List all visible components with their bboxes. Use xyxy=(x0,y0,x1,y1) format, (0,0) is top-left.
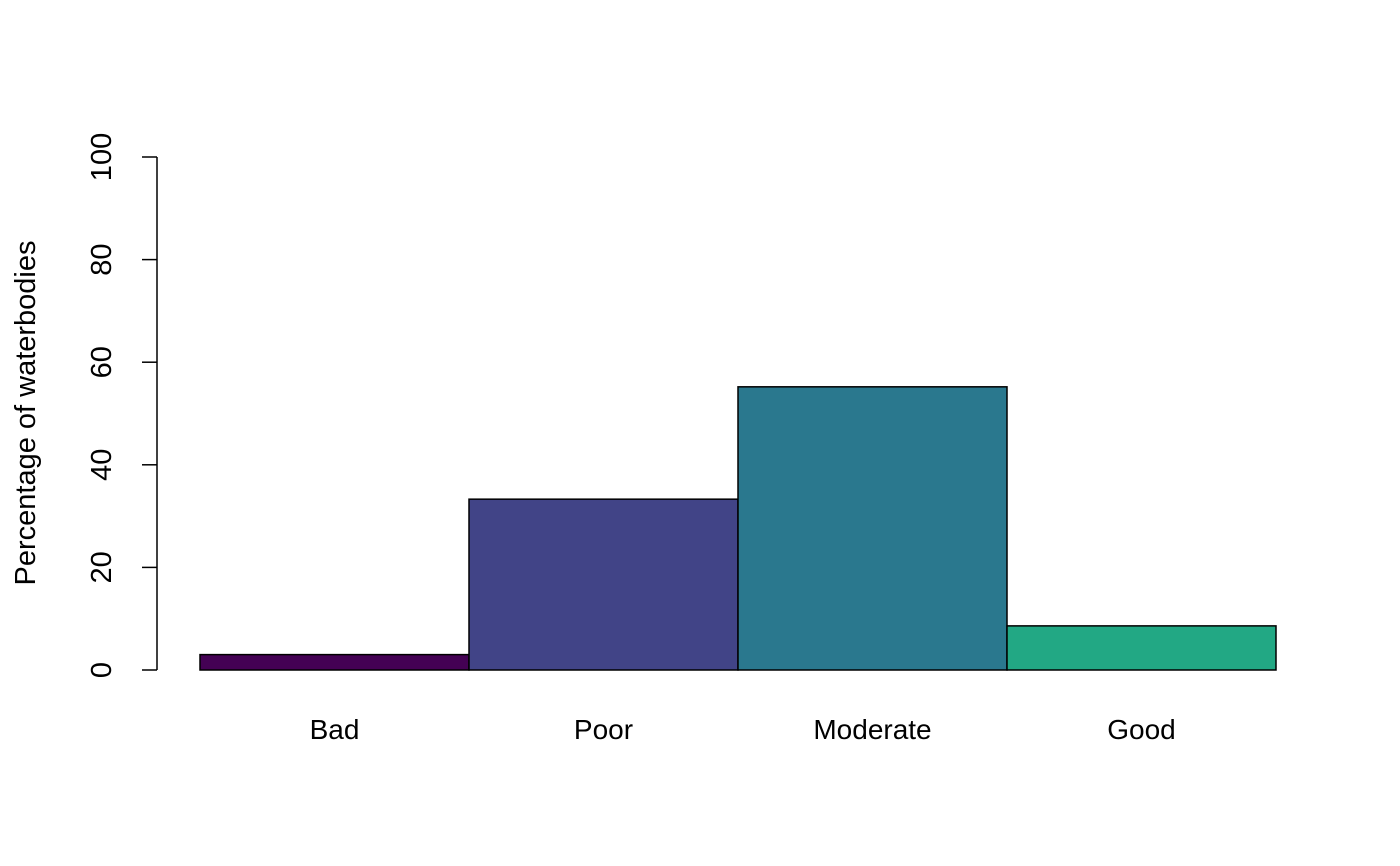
y-tick-label: 60 xyxy=(86,346,118,378)
x-category-label: Moderate xyxy=(813,714,931,745)
y-axis-title: Percentage of waterbodies xyxy=(10,241,42,586)
bars-layer xyxy=(199,386,1277,671)
y-tick-label: 20 xyxy=(86,551,118,583)
bar-poor xyxy=(468,498,739,671)
bar-good xyxy=(1006,625,1277,671)
x-axis-labels: Bad Poor Moderate Good xyxy=(310,714,1176,745)
y-tick-label: 100 xyxy=(86,133,118,181)
y-tick-label: 80 xyxy=(86,243,118,275)
y-tick-label: 0 xyxy=(86,662,118,678)
y-axis: 0 20 40 60 80 100 xyxy=(86,133,158,678)
x-category-label: Bad xyxy=(310,714,360,745)
x-category-label: Good xyxy=(1107,714,1176,745)
bar-moderate xyxy=(737,386,1008,671)
bar-bad xyxy=(199,653,470,671)
y-tick-label: 40 xyxy=(86,449,118,481)
x-category-label: Poor xyxy=(574,714,633,745)
